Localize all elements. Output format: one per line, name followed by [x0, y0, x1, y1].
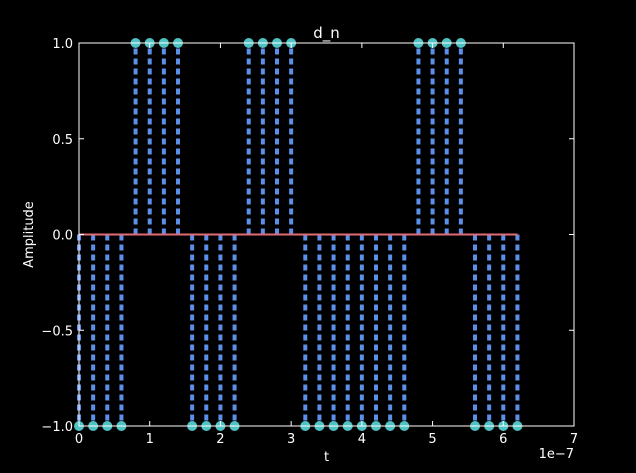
x-tick-label: 2	[216, 432, 224, 447]
chart-title: d_n	[313, 24, 340, 43]
y-tick-label: −0.5	[41, 324, 73, 339]
x-tick-label: 4	[358, 432, 366, 447]
x-tick-label: 1	[146, 432, 154, 447]
x-tick-label: 5	[428, 432, 436, 447]
y-tick-label: 1.0	[52, 37, 73, 52]
y-axis-ticks: −1.0 −0.5 0.0 0.5 1.0	[41, 37, 574, 435]
x-axis-scale-label: 1e−7	[539, 447, 574, 462]
x-tick-label: 6	[499, 432, 507, 447]
x-tick-label: 7	[570, 432, 578, 447]
y-tick-label: −1.0	[41, 420, 73, 435]
stem-lines	[77, 43, 520, 426]
y-tick-label: 0.5	[52, 133, 73, 148]
x-axis-ticks: 0 1 2 3 4 5 6 7	[75, 43, 578, 447]
x-axis-label: t	[324, 450, 329, 465]
x-tick-label: 3	[287, 432, 295, 447]
x-tick-label: 0	[75, 432, 83, 447]
y-axis-label: Amplitude	[22, 201, 37, 268]
y-tick-label: 0.0	[52, 229, 73, 244]
